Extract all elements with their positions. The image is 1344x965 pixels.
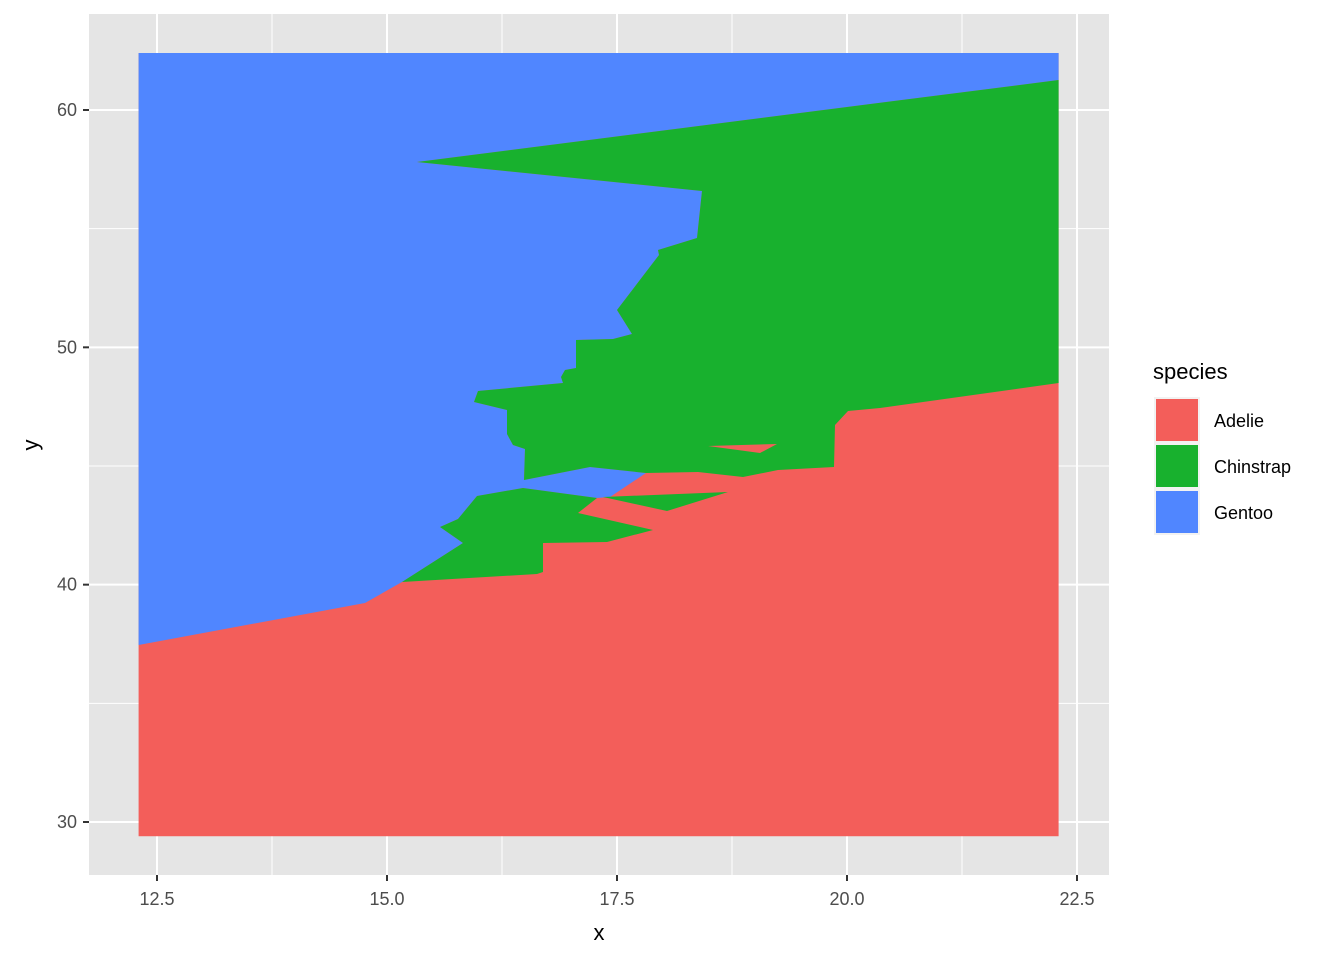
legend-key-adelie (1156, 399, 1198, 441)
x-tick-label: 12.5 (139, 889, 174, 909)
legend-key-gentoo (1156, 491, 1198, 533)
y-tick-label: 50 (57, 337, 77, 357)
region-gentoo (138, 53, 1059, 646)
y-tick-label: 40 (57, 575, 77, 595)
legend-key-chinstrap (1156, 445, 1198, 487)
legend-title: species (1153, 359, 1228, 384)
legend: species Adelie Chinstrap Gentoo (1153, 359, 1291, 535)
x-axis-label: x (594, 920, 605, 945)
legend-label: Adelie (1214, 411, 1264, 431)
region-chinstrap (417, 80, 1059, 480)
x-tick-label: 15.0 (369, 889, 404, 909)
legend-label: Chinstrap (1214, 457, 1291, 477)
species-regions (138, 53, 1059, 837)
y-axis-label: y (18, 440, 43, 451)
x-tick-label: 20.0 (829, 889, 864, 909)
region-adelie (708, 444, 777, 453)
legend-label: Gentoo (1214, 503, 1273, 523)
y-tick-label: 30 (57, 812, 77, 832)
region-chinstrap (402, 488, 653, 582)
y-tick-label: 60 (57, 100, 77, 120)
region-chinstrap (603, 492, 728, 511)
x-axis: 12.5 15.0 17.5 20.0 22.5 (139, 875, 1095, 909)
x-tick-label: 17.5 (599, 889, 634, 909)
y-axis: 30 40 50 60 (57, 100, 89, 832)
x-tick-label: 22.5 (1059, 889, 1094, 909)
